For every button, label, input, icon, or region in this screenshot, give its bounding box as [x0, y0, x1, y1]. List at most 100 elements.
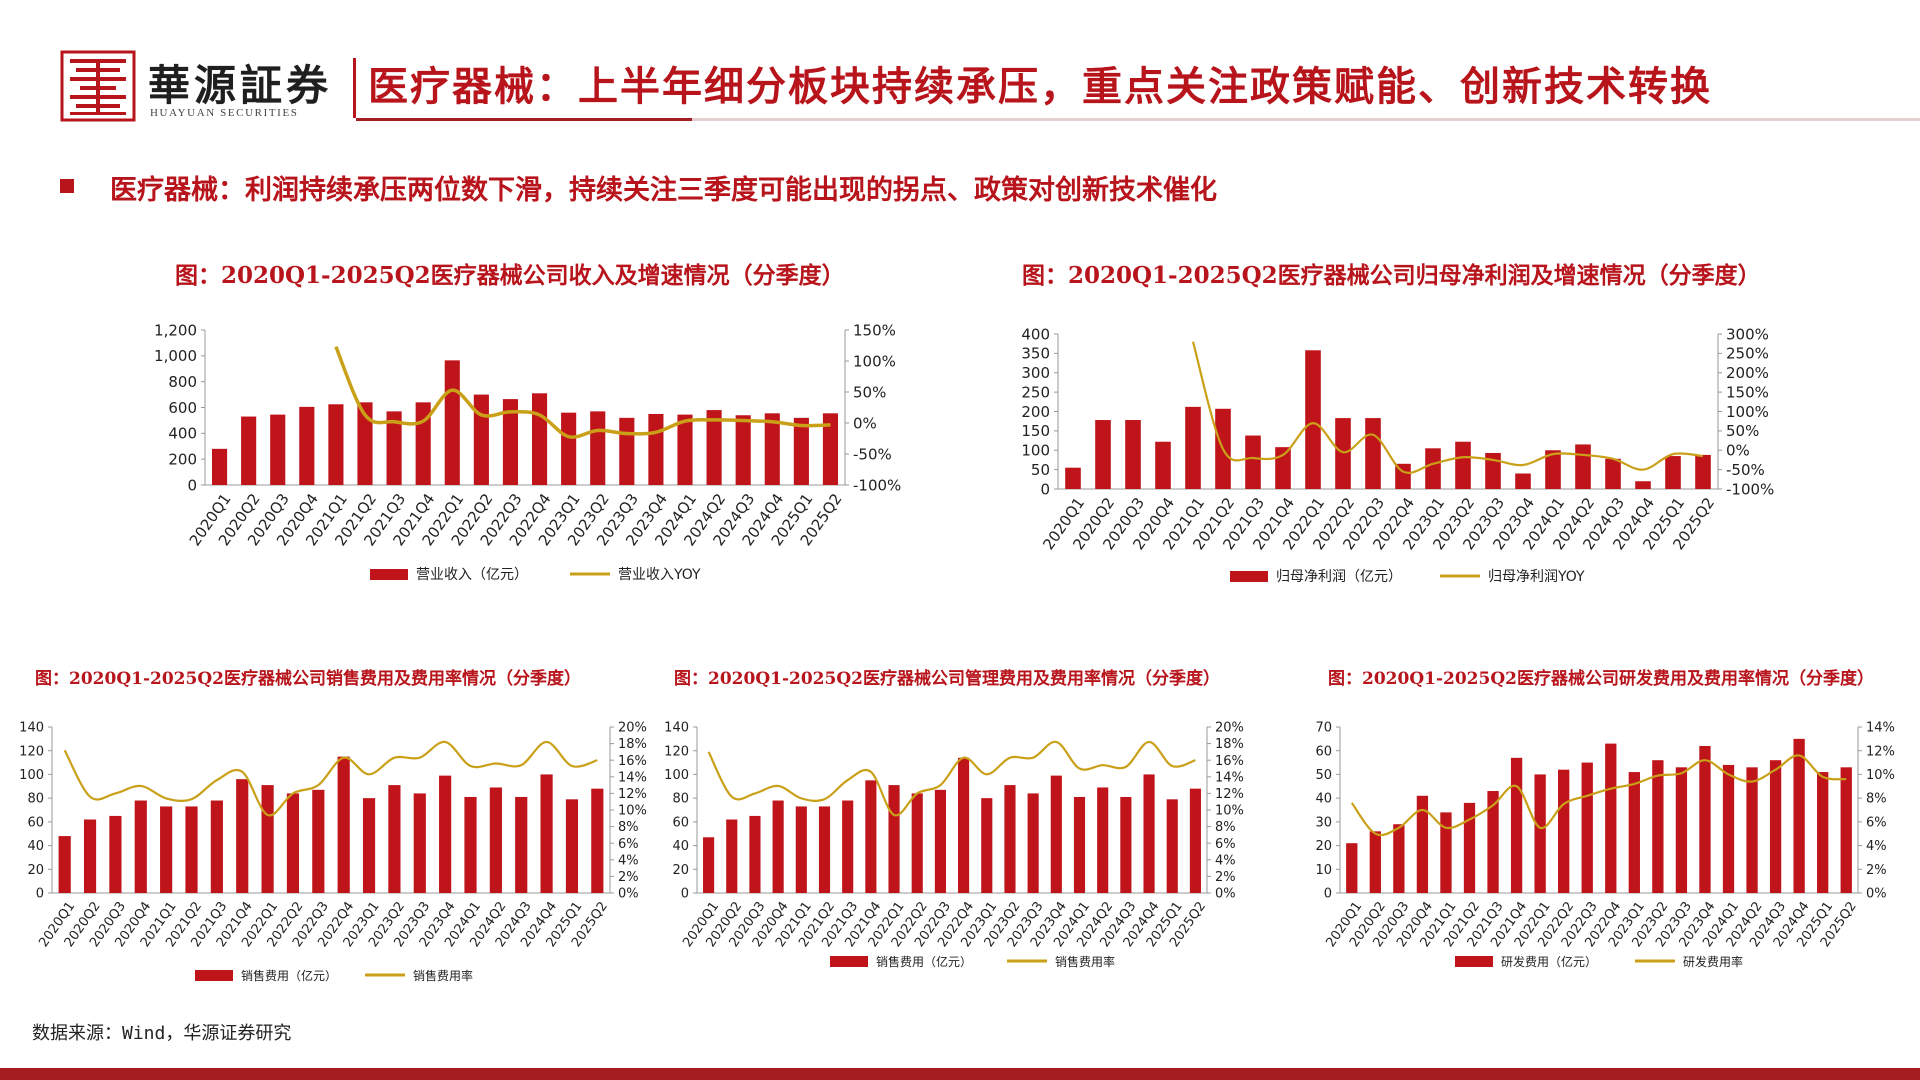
series-line — [707, 740, 1196, 817]
left-tick-label: 10 — [1315, 863, 1332, 878]
bar — [236, 779, 249, 893]
bar — [261, 785, 274, 893]
bar — [1185, 406, 1201, 489]
right-tick-label: 0% — [853, 414, 877, 432]
bar — [211, 448, 228, 485]
legend-bar-label: 销售费用（亿元） — [241, 968, 337, 983]
bar — [749, 815, 761, 893]
legend-line-label: 营业收入YOY — [618, 567, 701, 583]
bar — [1050, 775, 1062, 893]
bar — [299, 406, 315, 485]
right-tick-label: 150% — [853, 321, 896, 339]
bar — [1125, 420, 1141, 489]
bar — [1365, 418, 1381, 489]
left-tick-label: 20 — [27, 863, 44, 878]
left-tick-label: 0 — [187, 476, 197, 494]
bar — [1097, 787, 1109, 893]
right-tick-label: 10% — [1866, 768, 1895, 783]
left-tick-label: 70 — [1315, 721, 1332, 736]
bar — [439, 775, 452, 893]
left-tick-label: 40 — [672, 839, 689, 854]
bar — [911, 793, 923, 893]
bar — [83, 819, 97, 893]
bar — [444, 360, 460, 485]
bar — [1155, 441, 1171, 489]
right-tick-label: 4% — [1215, 853, 1236, 868]
bar — [1335, 418, 1351, 489]
right-tick-label: 4% — [618, 853, 639, 868]
bar — [1120, 796, 1132, 893]
bar — [1665, 456, 1681, 489]
right-tick-label: 2% — [1215, 870, 1236, 885]
left-tick-label: 140 — [19, 721, 44, 736]
data-source-note: 数据来源：Wind，华源证券研究 — [32, 1023, 292, 1044]
right-tick-label: 20% — [618, 721, 647, 736]
brand-name-en: HUAYUAN SECURITIES — [150, 107, 299, 119]
bar — [388, 785, 401, 893]
left-tick-label: 80 — [672, 792, 689, 807]
right-tick-label: 0% — [1215, 887, 1236, 902]
chart-title-revenue: 图：2020Q1-2025Q2医疗器械公司收入及增速情况（分季度） — [175, 262, 845, 289]
bar — [473, 394, 489, 485]
right-tick-label: -100% — [853, 476, 901, 494]
bar — [648, 413, 664, 485]
chart-title-selling-expense: 图：2020Q1-2025Q2医疗器械公司销售费用及费用率情况（分季度） — [35, 669, 581, 689]
chart-title-rd-expense: 图：2020Q1-2025Q2医疗器械公司研发费用及费用率情况（分季度） — [1328, 669, 1874, 689]
left-tick-label: 200 — [168, 450, 197, 468]
left-tick-label: 250 — [1021, 383, 1050, 401]
right-tick-label: 4% — [1866, 839, 1887, 854]
bar — [1558, 769, 1570, 893]
bar — [1817, 772, 1829, 893]
bar — [1635, 481, 1651, 489]
bar — [1073, 796, 1086, 893]
bar — [413, 793, 426, 893]
right-tick-label: 10% — [1215, 804, 1244, 819]
bar — [1395, 463, 1411, 489]
bar — [531, 393, 548, 485]
left-tick-label: 60 — [1315, 744, 1332, 759]
bar — [362, 798, 376, 893]
right-tick-label: 12% — [1866, 744, 1895, 759]
left-tick-label: 350 — [1021, 345, 1050, 363]
left-tick-label: 20 — [672, 863, 689, 878]
legend-line-label: 销售费用率 — [1055, 954, 1115, 969]
right-tick-label: 50% — [1726, 422, 1759, 440]
brand-name-cn: 華源証券 — [148, 61, 333, 110]
bar — [1575, 444, 1591, 489]
left-tick-label: 50 — [1315, 768, 1332, 783]
bar — [1605, 458, 1621, 489]
bar — [1510, 757, 1523, 893]
right-tick-label: 14% — [618, 770, 647, 785]
bar — [1095, 420, 1111, 489]
bar — [703, 837, 715, 893]
bar — [735, 415, 751, 485]
right-tick-label: 16% — [1215, 754, 1244, 769]
bar — [1628, 772, 1640, 893]
bar — [934, 789, 946, 893]
bar — [286, 793, 300, 893]
right-tick-label: 14% — [1866, 721, 1895, 736]
left-tick-label: 100 — [664, 768, 689, 783]
bar — [1545, 450, 1561, 489]
left-tick-label: 100 — [1021, 442, 1050, 460]
bar — [772, 800, 784, 893]
right-tick-label: 100% — [1726, 403, 1769, 421]
series-line — [63, 740, 598, 817]
legend-bar-label: 归母净利润（亿元） — [1276, 568, 1402, 585]
left-tick-label: 300 — [1021, 364, 1050, 382]
left-tick-label: 120 — [19, 744, 44, 759]
right-tick-label: 18% — [1215, 737, 1244, 752]
bar — [1393, 824, 1405, 893]
right-tick-label: 8% — [1215, 820, 1236, 835]
left-tick-label: 60 — [27, 815, 44, 830]
bar — [793, 417, 809, 485]
right-tick-label: 250% — [1726, 345, 1769, 363]
bar — [1695, 454, 1711, 489]
bar — [795, 806, 807, 893]
legend-bar-label: 销售费用（亿元） — [876, 954, 972, 969]
left-tick-label: 400 — [1021, 325, 1050, 343]
right-tick-label: 0% — [618, 887, 639, 902]
bar — [865, 780, 877, 893]
bar — [1699, 745, 1711, 893]
right-tick-label: -50% — [1726, 461, 1765, 479]
